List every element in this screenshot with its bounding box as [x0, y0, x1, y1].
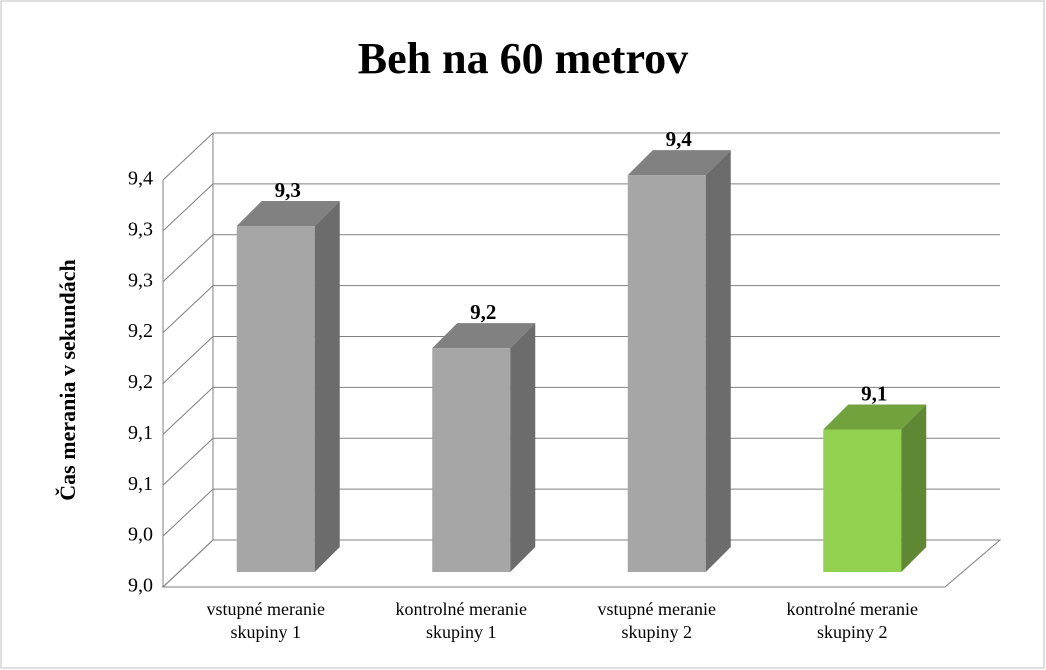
bar-top	[627, 150, 731, 176]
data-label: 9,2	[470, 300, 496, 324]
grid-line	[162, 234, 214, 283]
x-tick-label: kontrolné meranie skupiny 2	[786, 599, 918, 642]
bar-top	[236, 201, 340, 227]
y-tick-label: 9,3	[128, 218, 153, 240]
x-tick-label: vstupné meranie skupiny 2	[597, 599, 716, 642]
chart-title: Beh na 60 metrov	[358, 34, 688, 83]
bar-front	[432, 348, 511, 572]
data-label: 9,3	[275, 178, 301, 202]
y-tick-label: 9,2	[128, 320, 153, 342]
y-tick-label: 9,0	[128, 524, 153, 546]
grid-line	[162, 539, 214, 588]
x-tick-label: kontrolné meranie skupiny 1	[395, 599, 527, 642]
bar-top	[432, 323, 536, 349]
bar-front	[236, 226, 315, 573]
bar-top	[823, 404, 927, 430]
bar-side	[901, 404, 927, 572]
grid-line	[162, 285, 214, 333]
grid-line	[162, 183, 214, 232]
grid-line	[162, 488, 214, 537]
bar-front	[823, 429, 902, 572]
y-tick-label: 9,4	[128, 168, 153, 190]
x-tick-label: vstupné meranie skupiny 1	[206, 599, 325, 642]
y-tick-label: 9,1	[128, 422, 153, 444]
y-tick-label: 9,1	[128, 473, 153, 495]
grid-line	[162, 132, 214, 181]
bar-side	[510, 323, 536, 572]
y-axis-label: Čas merania v sekundách	[55, 259, 80, 500]
bar-front	[627, 175, 706, 573]
bar-side	[314, 201, 340, 573]
y-tick-label: 9,0	[128, 575, 153, 597]
data-label: 9,4	[666, 127, 693, 151]
grid-line	[162, 437, 214, 486]
grid-line	[162, 336, 214, 384]
y-tick-label: 9,2	[128, 371, 153, 393]
y-tick-label: 9,3	[128, 269, 153, 291]
bar-side	[705, 150, 731, 573]
data-label: 9,1	[861, 381, 887, 405]
grid-line	[162, 387, 214, 435]
